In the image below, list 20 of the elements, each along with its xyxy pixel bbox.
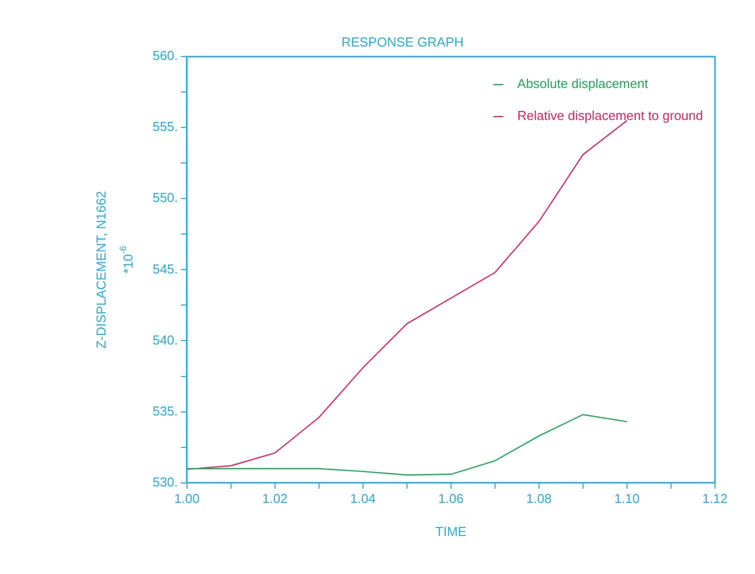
y-tick-label: 535. (152, 403, 178, 418)
y-tick-label: 545. (152, 261, 178, 276)
y-axis-title: Z-DISPLACEMENT, N1662 (93, 190, 108, 348)
legend-label: Absolute displacement (517, 76, 648, 92)
x-tick-label: 1.08 (526, 491, 552, 506)
y-tick-label: 540. (152, 332, 178, 348)
y-tick-label: 530. (152, 474, 178, 490)
x-tick-label: 1.04 (350, 491, 376, 506)
chart-title: RESPONSE GRAPH (341, 34, 464, 50)
x-axis-title: TIME (435, 524, 467, 539)
legend-label: Relative displacement to ground (517, 108, 704, 124)
x-tick-label: 1.10 (614, 491, 640, 506)
x-tick-label: 1.06 (438, 491, 464, 506)
x-tick-label: 1.02 (262, 491, 288, 506)
text: *10-6 (118, 246, 136, 274)
y-tick-label: 550. (152, 190, 178, 206)
y-tick-label: 555. (152, 119, 178, 134)
y-tick-label: 560. (152, 48, 178, 64)
x-tick-label: 1.12 (702, 491, 728, 506)
x-tick-label: 1.00 (174, 491, 200, 506)
